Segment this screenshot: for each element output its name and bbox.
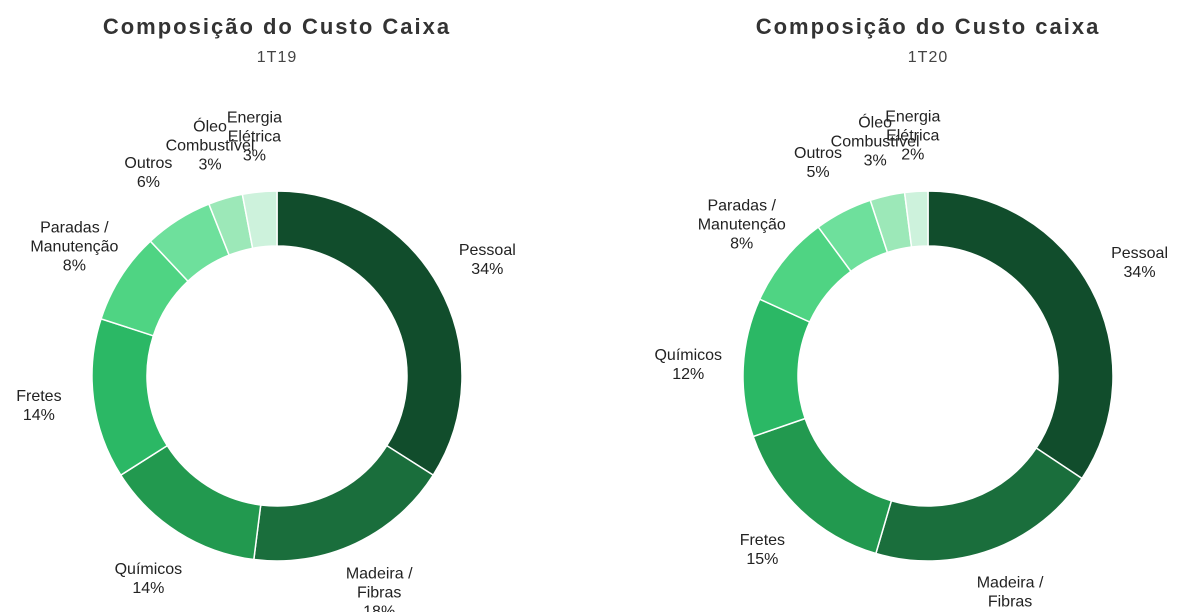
category-label: Outros [794,144,843,162]
donut-slice [252,444,435,562]
category-label: Paradas / Manutenção [30,219,119,256]
slice-label: Energia Elétrica 2% [860,108,966,165]
value-label: 2% [901,146,925,164]
category-label: Óleo Combustível [830,114,920,151]
value-label: 34% [471,261,504,279]
donut-slice [742,298,811,438]
slice-label: Fretes 15% [709,531,815,569]
slice-label: Outros 5% [765,144,871,182]
value-label: 3% [198,156,222,174]
donut-slice [927,190,1114,480]
category-label: Químicos [654,346,723,364]
chart-subtitle: 1T20 [907,49,949,66]
value-label: 18% [326,603,432,612]
slice-label: Pessoal 34% [434,241,540,279]
donut-slice [903,190,929,248]
slice-label: Óleo Combustível 3% [822,113,928,170]
value-label: 3% [863,152,887,170]
slice-label: Óleo Combustível 3% [157,117,263,174]
value-label: 8% [730,235,754,253]
value-label: 3% [242,147,266,165]
slice-label: Madeira / Fibras20% [957,573,1063,612]
donut-slice [276,190,463,477]
value-label: 14% [22,407,55,425]
donut-slice [91,317,169,477]
donut-slice [874,446,1084,562]
value-label: 8% [62,257,86,275]
category-label: Outros [124,155,173,173]
chart-title: Composição do Custo caixa [755,14,1101,39]
category-label: Óleo Combustível [165,118,255,155]
category-label: Madeira / Fibras [976,574,1044,611]
value-label: 5% [806,163,830,181]
category-label: Madeira / Fibras [345,565,413,602]
category-label: Químicos [114,560,183,578]
category-label: Fretes [16,388,62,406]
slice-label: Fretes 14% [0,387,92,425]
value-label: 6% [136,174,160,192]
donut-slice [119,444,262,561]
slice-label: Químicos 14% [95,560,201,598]
donut-slice [241,190,278,250]
slice-label: Madeira / Fibras18% [326,565,432,612]
slice-label: Paradas / Manutenção 8% [689,196,795,253]
value-label: 14% [132,579,165,597]
slice-label: Paradas / Manutenção 8% [21,219,127,276]
slice-label: Pessoal 34% [1087,244,1193,282]
value-label: 15% [746,550,779,568]
category-label: Pessoal [458,242,516,260]
category-label: Energia Elétrica [885,108,941,145]
slice-label: Químicos 12% [635,346,741,384]
slice-label: Outros 6% [95,154,201,192]
category-label: Pessoal [1111,244,1168,262]
slice-label: Energia Elétrica 3% [201,109,307,166]
value-label: 34% [1123,263,1156,281]
chart-subtitle: 1T19 [256,49,298,66]
category-label: Fretes [739,531,786,549]
chart-title: Composição do Custo Caixa [102,14,452,39]
category-label: Paradas / Manutenção [697,197,786,234]
category-label: Energia Elétrica [226,109,282,146]
value-label: 12% [672,365,705,383]
